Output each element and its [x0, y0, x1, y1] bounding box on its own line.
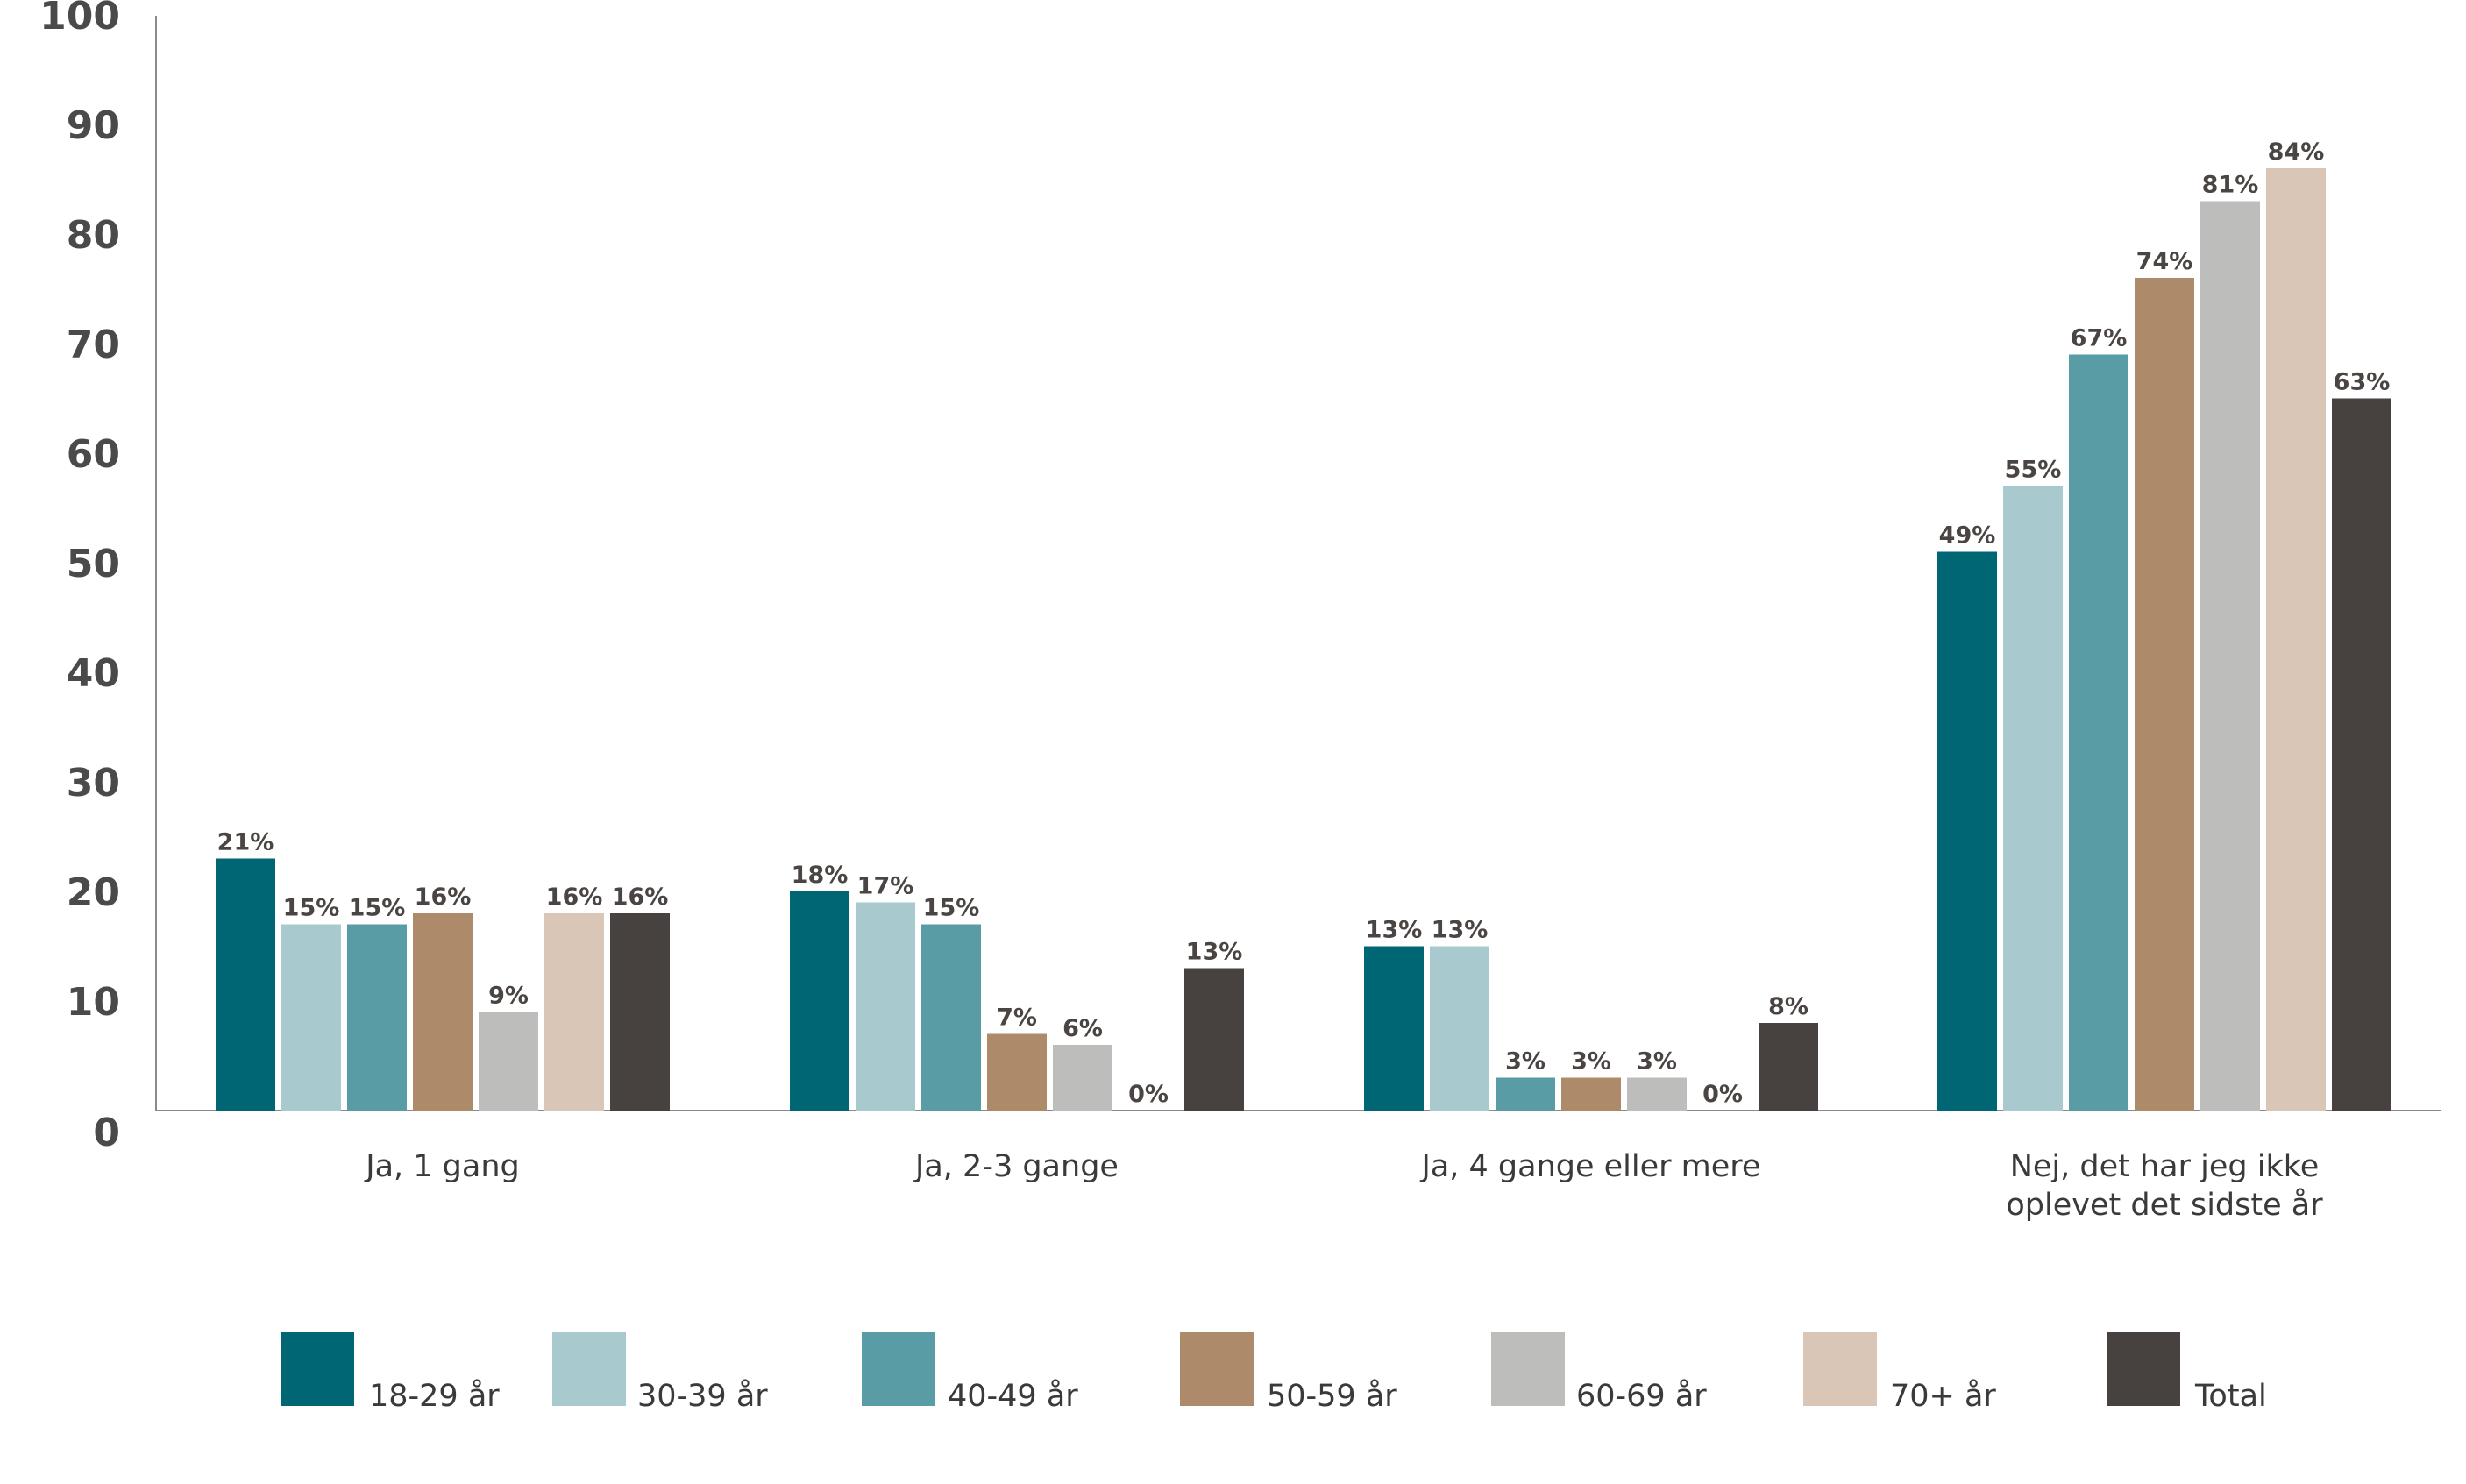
legend-label: 50-59 år [1267, 1378, 1397, 1414]
data-label: 13% [1432, 917, 1489, 944]
y-tick-label: 40 [67, 651, 120, 696]
data-label: 3% [1571, 1048, 1611, 1076]
bar [1496, 1077, 1555, 1111]
legend-label: 70+ år [1890, 1378, 1996, 1414]
y-tick-label: 60 [67, 432, 120, 477]
y-tick-label: 0 [93, 1111, 120, 1155]
data-label: 0% [1702, 1081, 1743, 1108]
bar [413, 913, 473, 1111]
legend-swatch [2107, 1332, 2180, 1406]
bar [856, 902, 915, 1111]
data-label: 0% [1128, 1081, 1169, 1108]
data-label: 15% [923, 895, 980, 922]
bar [2003, 486, 2063, 1111]
y-tick-label: 70 [67, 323, 120, 367]
data-labels: 21% 18% 13% 49% 15% 17% 13% 55% 15% 15% 3% 67% 16% 7%… [217, 138, 2391, 1108]
bar [2266, 168, 2326, 1111]
data-label: 3% [1505, 1048, 1546, 1076]
data-label: 49% [1939, 522, 1996, 550]
bar [2069, 354, 2128, 1111]
bar [347, 924, 407, 1111]
data-label: 9% [488, 983, 529, 1010]
data-label: 55% [2005, 457, 2062, 484]
y-tick-label: 20 [67, 870, 120, 915]
bar [987, 1033, 1047, 1111]
bar [2135, 278, 2194, 1111]
data-label: 67% [2071, 325, 2128, 352]
category-label: Ja, 2-3 gange [913, 1149, 1119, 1184]
legend-swatch [1803, 1332, 1877, 1406]
legend-label: 60-69 år [1576, 1378, 1707, 1414]
y-tick-label: 10 [67, 980, 120, 1025]
x-axis-categories: Ja, 1 gang Ja, 2-3 gange Ja, 4 gange eller… [364, 1149, 2323, 1223]
legend-item: 18-29 år [281, 1332, 500, 1414]
y-tick-label: 90 [67, 103, 120, 148]
legend-swatch [1180, 1332, 1254, 1406]
legend-swatch [862, 1332, 935, 1406]
bar [1937, 551, 1997, 1111]
bar [1627, 1077, 1687, 1111]
category-label: Ja, 4 gange eller mere [1420, 1149, 1761, 1184]
data-label: 63% [2334, 369, 2391, 396]
data-label: 8% [1768, 993, 1809, 1020]
legend: 18-29 år 30-39 år 40-49 år 50-59 år 60-69 år… [281, 1332, 2267, 1414]
data-label: 15% [283, 895, 340, 922]
bar [479, 1012, 538, 1111]
bar [1561, 1077, 1621, 1111]
data-label: 15% [349, 895, 406, 922]
data-label: 16% [546, 884, 603, 911]
legend-item: 50-59 år [1180, 1332, 1397, 1414]
bar [1430, 946, 1489, 1111]
legend-item: 60-69 år [1491, 1332, 1707, 1414]
bar [281, 924, 341, 1111]
y-tick-label: 100 [39, 0, 120, 39]
bar [610, 913, 670, 1111]
category-label: Nej, det har jeg ikke oplevet det sidste … [2006, 1149, 2323, 1223]
legend-swatch [1491, 1332, 1565, 1406]
legend-label: 40-49 år [948, 1378, 1078, 1414]
data-label: 13% [1366, 917, 1423, 944]
category-label: Ja, 1 gang [364, 1149, 519, 1184]
data-label: 84% [2268, 138, 2325, 166]
bar [921, 924, 981, 1111]
bar [544, 913, 604, 1111]
data-label: 21% [217, 829, 274, 856]
data-label: 81% [2202, 172, 2259, 199]
data-label: 74% [2136, 248, 2193, 275]
bars [216, 168, 2391, 1111]
legend-item: 30-39 år [552, 1332, 768, 1414]
data-label: 3% [1637, 1048, 1677, 1076]
bar [1364, 946, 1424, 1111]
legend-swatch [281, 1332, 354, 1406]
bar [1759, 1023, 1818, 1111]
legend-item: 70+ år [1803, 1332, 1996, 1414]
data-label: 16% [612, 884, 669, 911]
y-axis: 0 10 20 30 40 50 60 70 80 90 100 [39, 0, 2441, 1155]
legend-item: Total [2107, 1332, 2267, 1414]
bar [1053, 1045, 1112, 1111]
bar [2332, 398, 2391, 1111]
legend-label: 30-39 år [637, 1378, 768, 1414]
y-tick-label: 50 [67, 542, 120, 586]
legend-swatch [552, 1332, 626, 1406]
y-tick-label: 80 [67, 213, 120, 258]
y-tick-label: 30 [67, 761, 120, 806]
data-label: 7% [997, 1005, 1037, 1032]
legend-item: 40-49 år [862, 1332, 1078, 1414]
data-label: 13% [1186, 939, 1243, 966]
bar [790, 891, 849, 1111]
data-label: 16% [415, 884, 472, 911]
legend-label: Total [2194, 1379, 2267, 1414]
data-label: 17% [857, 873, 914, 900]
data-label: 18% [792, 862, 849, 889]
legend-label: 18-29 år [369, 1378, 500, 1414]
bar [2200, 201, 2260, 1111]
bar [1184, 968, 1244, 1111]
bar [216, 858, 275, 1111]
data-label: 6% [1062, 1015, 1103, 1042]
